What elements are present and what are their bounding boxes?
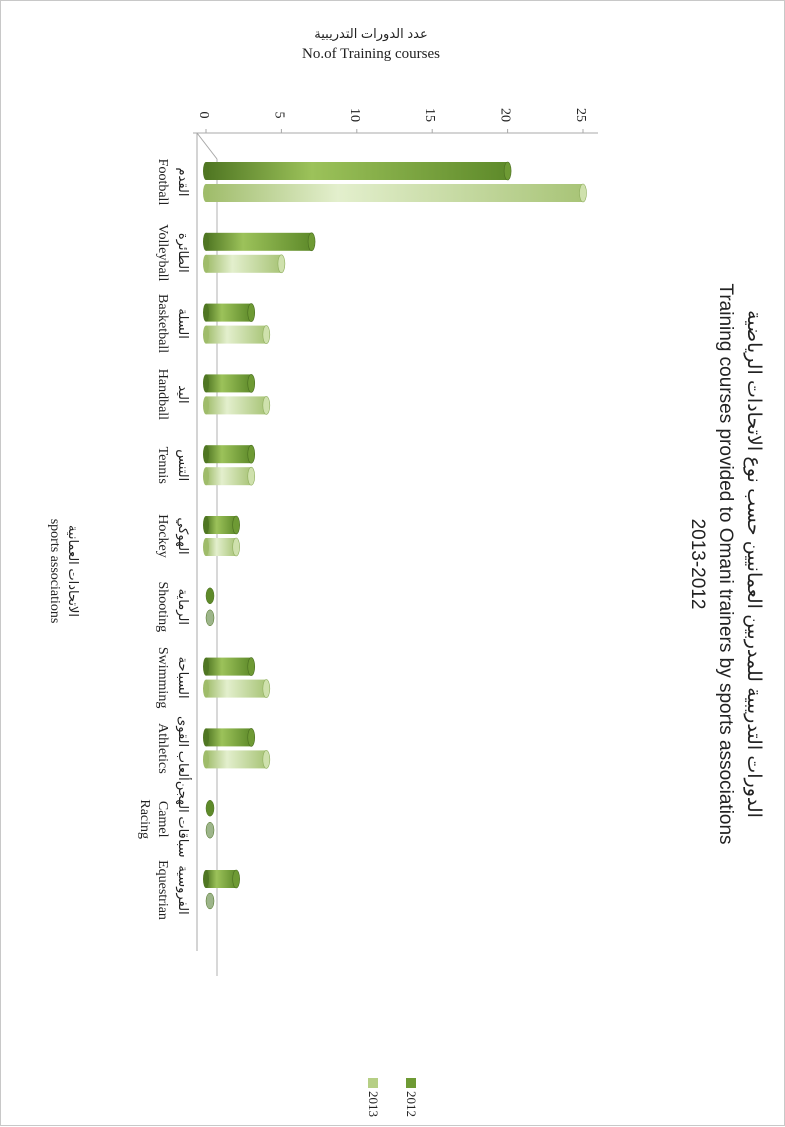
category-label-arabic: الهوكي (175, 517, 191, 554)
value-axis-label-english: No.of Training courses (302, 46, 440, 62)
category-label-english: Basketball (155, 294, 170, 353)
category-label-arabic: سباقات الهجن (175, 781, 191, 858)
bar-2013 (205, 609, 215, 627)
bar-2013 (203, 466, 256, 486)
value-axis-label-arabic: عدد الدورات التدريبية (314, 26, 427, 42)
value-tick-label: 15 (422, 108, 437, 122)
bar-2013 (205, 821, 215, 839)
value-tick-label: 0 (196, 112, 211, 119)
category-label-english: Athletics (155, 723, 170, 774)
bar-2013 (205, 892, 215, 910)
category-label-arabic: اليد (176, 385, 191, 403)
bar-2012 (203, 303, 256, 322)
bar-2012 (205, 587, 215, 605)
category-label-english: Racing (137, 799, 152, 839)
value-axis-ticks: 0 5 10 15 20 25 (196, 108, 588, 133)
bar-2012 (203, 232, 316, 252)
category-label-arabic: السلة (176, 308, 191, 338)
category-label-english: Hockey (155, 514, 170, 558)
bar-2012 (203, 374, 256, 393)
bar-2013 (203, 750, 271, 769)
bar-2012 (203, 869, 240, 889)
category-label-english: Tennis (155, 447, 170, 484)
bar-2012 (203, 444, 256, 464)
title-english: Training courses provided to Omani train… (715, 283, 736, 844)
bars (203, 161, 587, 910)
category-label-english: Equestrian (155, 860, 170, 920)
category-label-english: Football (155, 159, 170, 206)
bar-2013 (203, 537, 240, 557)
category-label-english: Volleyball (155, 224, 170, 281)
category-label-arabic: الرماية (175, 589, 191, 625)
bar-2012 (205, 799, 215, 817)
category-label-arabic: التنس (175, 449, 191, 481)
value-tick-label: 10 (347, 108, 362, 122)
category-label-arabic: القدم (176, 167, 191, 196)
category-label-english: Shooting (155, 582, 170, 633)
category-labels: القدم Football الطائرة Volleyball السلة Baske… (137, 159, 192, 920)
category-label-arabic: الطائرة (175, 233, 191, 273)
bar-2012 (203, 515, 240, 535)
bar-2013 (203, 183, 587, 203)
category-label-arabic: الفروسية (175, 865, 191, 914)
category-label-english: Camel (155, 801, 170, 838)
title-group: الدورات التدريبية للمدربين العمانيين حسب… (687, 283, 764, 844)
bar-2012 (203, 657, 256, 676)
category-label-english: Handball (155, 369, 170, 420)
category-label-arabic: السباحة (176, 657, 191, 699)
category-label-english: Swimming (155, 647, 170, 708)
value-tick-label: 20 (498, 108, 513, 122)
title-years: 2013-2012 (687, 519, 708, 610)
bar-2012 (203, 161, 512, 181)
legend-label-2012: 2012 (404, 1091, 419, 1117)
category-label-arabic: ألعاب القوى (175, 716, 192, 781)
bar-2013 (203, 396, 271, 415)
bar-2013 (203, 679, 271, 698)
legend-label-2013: 2013 (366, 1091, 381, 1117)
value-tick-label: 25 (573, 108, 588, 122)
category-axis-label-arabic: الاتحادات العمانية (66, 525, 81, 617)
legend-swatch-2012 (406, 1078, 416, 1088)
bar-2013 (203, 254, 286, 274)
bar-2012 (203, 728, 256, 747)
category-axis-label-group: الاتحادات العمانية sports associations (47, 519, 81, 624)
value-tick-label: 5 (271, 112, 286, 119)
legend: 2012 2013 (366, 1078, 419, 1117)
legend-swatch-2013 (368, 1078, 378, 1088)
category-axis-label-english: sports associations (47, 519, 62, 624)
bar-2013 (203, 325, 271, 344)
axis-depth-line (196, 132, 218, 160)
title-arabic: الدورات التدريبية للمدربين العمانيين حسب… (743, 310, 764, 818)
